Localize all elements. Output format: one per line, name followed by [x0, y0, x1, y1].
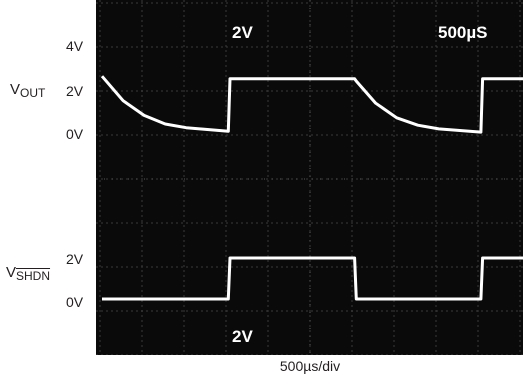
- vshdn-tick-0v: 0V: [66, 294, 84, 310]
- vshdn-tick-2v: 2V: [66, 251, 84, 267]
- trace-vshdn: [102, 256, 523, 301]
- vout-tick-2v: 2V: [66, 83, 84, 99]
- ch1-scale-annotation: 2V: [232, 23, 253, 42]
- oscilloscope-screen: 2V 500µS 2V: [96, 0, 523, 355]
- vout-tick-0v: 0V: [66, 126, 84, 142]
- graticule: [96, 0, 523, 355]
- trace-vout: [100, 75, 523, 134]
- x-axis-label: 500µs/div: [279, 358, 341, 374]
- vout-series-label: VOUT: [10, 81, 46, 101]
- timebase-annotation: 500µS: [438, 23, 488, 42]
- ch2-scale-annotation: 2V: [232, 327, 253, 346]
- traces: [100, 75, 523, 301]
- vshdn-series-label: VSHDN: [6, 264, 51, 284]
- vout-tick-4v: 4V: [66, 38, 84, 54]
